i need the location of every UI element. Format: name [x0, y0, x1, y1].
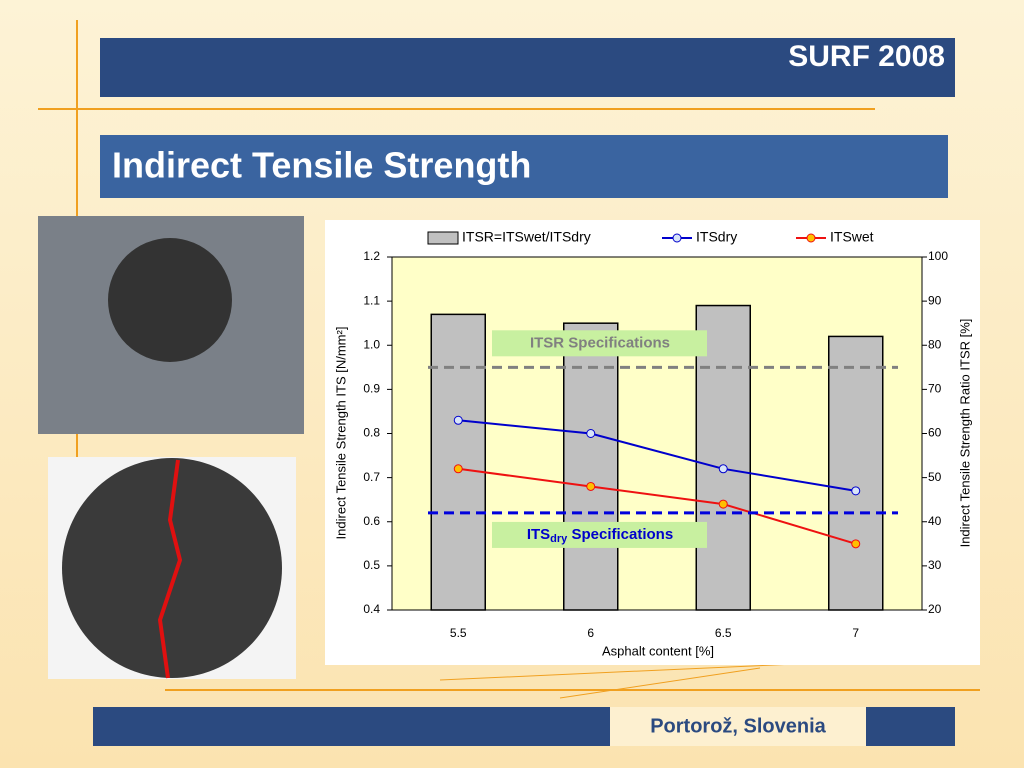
marker: [718, 499, 728, 509]
y2-axis-label: Indirect Tensile Strength Ratio ITSR [%]: [957, 319, 972, 548]
crack: [157, 459, 183, 679]
annotation-text: ITSR Specifications: [530, 334, 670, 351]
x-tick-label: 6.5: [715, 626, 732, 640]
y-tick-label: 1.2: [363, 249, 380, 263]
legend-label: ITSR=ITSwet/ITSdry: [462, 229, 591, 245]
x-tick-label: 5.5: [450, 626, 467, 640]
bar: [563, 322, 619, 611]
annotation-box: [492, 330, 707, 357]
y-tick-label: 0.7: [363, 470, 380, 484]
annotation: ITSR Specifications: [530, 334, 670, 351]
annotation-text: ITS: [527, 526, 550, 543]
brand: SURF 2008: [788, 40, 945, 73]
y2-tick-label: 80: [928, 337, 942, 351]
y-tick-label: 0.9: [363, 382, 380, 396]
y2-tick-label: 70: [928, 382, 942, 396]
legend-label: ITSdry: [696, 229, 737, 245]
y2-tick-label: 50: [928, 470, 942, 484]
marker: [453, 464, 463, 474]
marker: [851, 486, 861, 496]
y-tick-label: 0.6: [363, 514, 380, 528]
chart: 0.4 0.5 0.6 0.7 0.8 0.9 1.0 1.1 1.2 20 30 40 50 60 70 8…: [363, 229, 948, 640]
marker: [586, 481, 596, 491]
annotation-box: [492, 521, 707, 548]
x-tick-label: 7: [852, 626, 859, 640]
annotation-sub: dry: [550, 533, 568, 545]
legend-marker: [672, 233, 682, 243]
marker: [718, 464, 728, 474]
legend-label: ITSwet: [830, 229, 874, 245]
bar: [430, 313, 486, 611]
y-tick-label: 1.0: [363, 337, 380, 351]
decor-line: [559, 667, 761, 699]
footer-location: Portorož, Slovenia: [650, 715, 826, 737]
y2-tick-label: 100: [928, 249, 948, 263]
y2-tick-label: 60: [928, 426, 942, 440]
header-bar: [100, 38, 955, 97]
y-tick-label: 0.5: [363, 558, 380, 572]
marker: [453, 415, 463, 425]
footer-box: [610, 707, 866, 746]
line: [458, 467, 857, 545]
photo-specimen: [62, 458, 282, 678]
annotation: ITSdry Specifications: [527, 526, 673, 545]
y-axis-label: Indirect Tensile Strength ITS [N/mm²]: [333, 327, 348, 540]
y-tick-label: 0.4: [363, 602, 380, 616]
bar: [828, 335, 884, 611]
y-tick-label: 0.8: [363, 426, 380, 440]
marker: [851, 539, 861, 549]
annotation-rest: Specifications: [567, 526, 673, 543]
x-tick-label: 6: [587, 626, 594, 640]
slide-title: Indirect Tensile Strength: [112, 145, 531, 186]
y2-tick-label: 20: [928, 602, 942, 616]
title-bar: [100, 135, 948, 198]
line: [458, 419, 856, 492]
photo-specimen: [108, 238, 232, 362]
y-tick-label: 1.1: [363, 293, 380, 307]
legend-swatch: [427, 231, 459, 245]
legend-marker: [806, 233, 816, 243]
y2-tick-label: 30: [928, 558, 942, 572]
y2-tick-label: 90: [928, 293, 942, 307]
x-axis-label: Asphalt content [%]: [602, 643, 714, 658]
marker: [586, 429, 596, 438]
y2-tick-label: 40: [928, 514, 942, 528]
